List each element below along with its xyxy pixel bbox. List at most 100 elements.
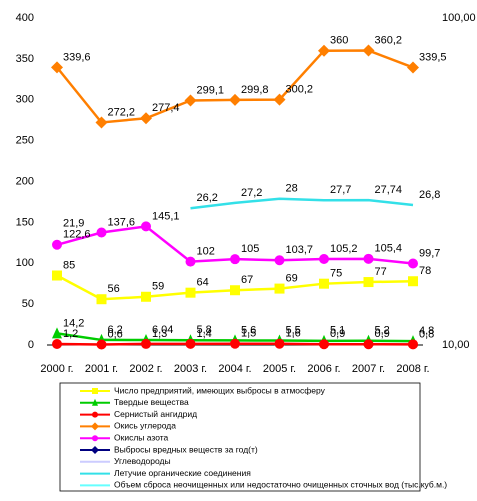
legend-box <box>59 382 421 492</box>
data-label: 1,2 <box>63 328 78 340</box>
data-label: 4,8 <box>419 325 434 337</box>
marker <box>274 255 285 266</box>
marker <box>141 291 151 302</box>
marker <box>96 294 107 305</box>
marker <box>230 285 240 296</box>
data-label: 27,7 <box>330 184 351 196</box>
marker <box>319 253 329 264</box>
data-label: 64 <box>197 277 209 289</box>
x-tick-label: 2001 г. <box>85 363 118 375</box>
y-tick-label: 150 <box>16 216 34 228</box>
marker <box>318 44 330 57</box>
legend-label: Число предприятий, имеющих выбросы в атм… <box>114 385 326 395</box>
x-tick-label: 2005 г. <box>263 363 296 375</box>
data-label: 339,5 <box>419 51 447 63</box>
data-label: 145,1 <box>152 210 180 222</box>
data-label: 1,5 <box>241 328 256 340</box>
data-label: 0,9 <box>375 328 390 340</box>
data-label: 5,6 <box>241 324 256 336</box>
x-tick-label: 2004 г. <box>218 363 251 375</box>
marker <box>92 388 98 394</box>
marker <box>52 339 62 350</box>
marker <box>230 254 240 265</box>
legend-label: Окись углерода <box>114 421 176 431</box>
data-label: 14,2 <box>63 317 84 329</box>
marker <box>408 276 418 287</box>
data-label: 272,2 <box>108 106 136 118</box>
marker <box>185 287 196 298</box>
marker <box>362 44 375 57</box>
data-label: 5,5 <box>286 324 301 336</box>
marker <box>51 61 63 74</box>
data-label: 67 <box>241 274 253 286</box>
marker <box>230 338 240 349</box>
data-label: 69 <box>286 272 298 284</box>
marker <box>408 339 418 350</box>
marker <box>274 338 285 349</box>
data-label: 137,6 <box>108 216 136 228</box>
x-tick-label: 2003 г. <box>174 363 207 375</box>
y-tick-label: 0 <box>28 339 34 351</box>
marker <box>96 227 107 238</box>
data-label: 339,6 <box>63 51 91 63</box>
data-label: 0,6 <box>108 328 123 340</box>
y2-tick-label: 100,00 <box>442 12 476 24</box>
marker <box>141 221 151 232</box>
data-label: 300,2 <box>286 83 314 95</box>
data-label: 28 <box>286 183 298 195</box>
data-label: 102 <box>197 246 215 258</box>
legend-label: Окислы азота <box>114 432 169 442</box>
y2-tick-label: 10,00 <box>442 339 470 351</box>
data-label: 5,8 <box>197 324 212 336</box>
data-label: 6,04 <box>152 324 173 336</box>
x-tick-label: 2002 г. <box>129 363 162 375</box>
marker <box>363 277 374 288</box>
data-label: 78 <box>419 265 431 277</box>
series-line <box>190 197 414 210</box>
data-label: 1,6 <box>286 328 301 340</box>
data-label: 21,9 <box>63 218 84 230</box>
data-label: 26,8 <box>419 189 440 201</box>
y-tick-label: 350 <box>16 53 34 65</box>
marker <box>95 116 108 129</box>
data-label: 105 <box>241 243 259 255</box>
legend-label: Летучие органические соединения <box>114 468 251 478</box>
x-tick-label: 2006 г. <box>307 363 340 375</box>
marker <box>92 398 98 406</box>
data-label: 122,6 <box>63 229 91 241</box>
data-label: 105,2 <box>330 243 358 255</box>
data-label: 99,7 <box>419 247 440 259</box>
marker <box>52 327 62 339</box>
data-label: 6,2 <box>108 324 123 336</box>
data-label: 103,7 <box>286 244 314 256</box>
data-label: 105,4 <box>375 243 403 255</box>
y-tick-label: 250 <box>16 135 34 147</box>
data-label: 85 <box>63 259 75 271</box>
legend-label: Твердые вещества <box>114 397 189 407</box>
data-label: 27,2 <box>241 187 262 199</box>
legend-label: Сернистый ангидрид <box>114 409 197 419</box>
marker <box>319 278 329 289</box>
data-label: 5,2 <box>375 325 390 337</box>
data-label: 1,3 <box>152 328 167 340</box>
y-tick-label: 50 <box>22 298 34 310</box>
data-label: 0,8 <box>419 328 434 340</box>
data-label: 1,4 <box>197 328 212 340</box>
x-tick-label: 2007 г. <box>352 363 385 375</box>
data-label: 0,9 <box>330 328 345 340</box>
marker <box>229 93 241 106</box>
data-label: 77 <box>375 266 387 278</box>
data-label: 5,1 <box>330 325 345 337</box>
marker <box>185 338 196 349</box>
legend-label: Объем сброса неочищенных или недостаточн… <box>114 480 447 490</box>
marker <box>92 435 98 442</box>
data-label: 299,1 <box>197 84 225 96</box>
data-label: 75 <box>330 268 342 280</box>
marker <box>184 94 197 107</box>
marker <box>273 93 286 106</box>
marker <box>141 338 151 349</box>
data-label: 56 <box>108 283 120 295</box>
data-label: 59 <box>152 281 164 293</box>
data-label: 277,4 <box>152 102 180 114</box>
